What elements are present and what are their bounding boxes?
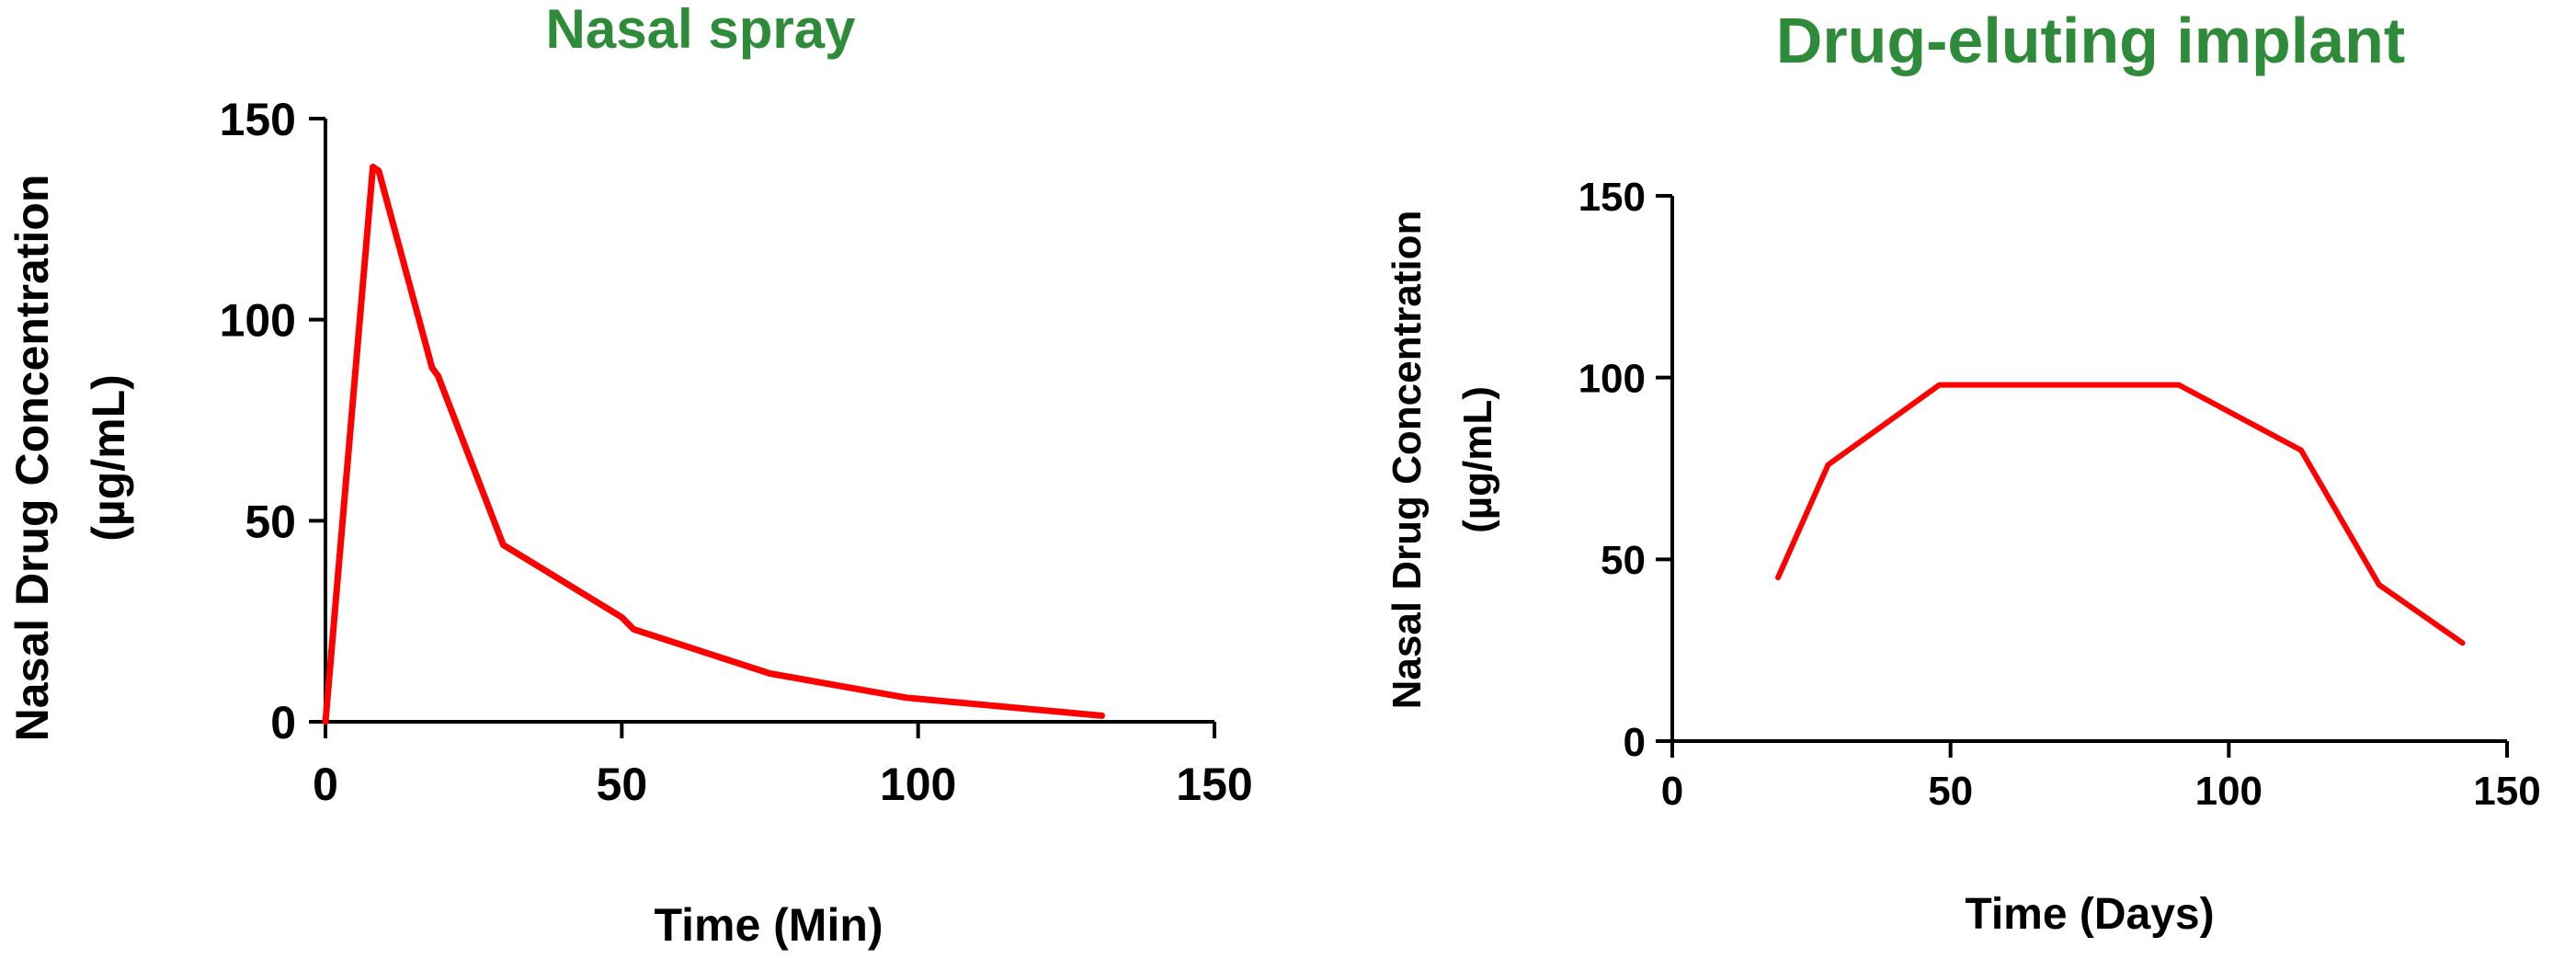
x-tick-label: 150 — [2473, 769, 2540, 814]
y-axis-label-line-2: (µg/mL) — [1455, 386, 1500, 533]
y-axis-label-line-1: Nasal Drug Concentration — [6, 175, 58, 742]
x-axis-label: Time (Min) — [654, 899, 883, 951]
y-tick-label: 50 — [1601, 538, 1646, 583]
y-axis-label: Nasal Drug Concentration (µg/mL) — [1385, 211, 1500, 710]
x-tick-label: 0 — [1661, 769, 1683, 814]
x-tick-label: 100 — [880, 759, 956, 810]
x-tick-label: 100 — [2195, 769, 2263, 814]
y-axis-label: Nasal Drug Concentration (µg/mL) — [6, 175, 134, 742]
chart-title: Drug-eluting implant — [1776, 5, 2405, 76]
x-axis-label: Time (Days) — [1965, 890, 2214, 939]
x-tick-label: 0 — [313, 759, 338, 810]
y-axis-label-line-1: Nasal Drug Concentration — [1385, 211, 1430, 710]
plot-area: 0 50 100 150 0 50 100 150 — [220, 94, 1253, 810]
y-tick-label: 150 — [1579, 175, 1646, 220]
series-line — [322, 164, 1105, 725]
chart-drug-eluting-implant: Drug-eluting implant Nasal Drug Concentr… — [1385, 5, 2541, 939]
y-tick-label: 150 — [220, 94, 296, 145]
y-axis-label-line-2: (µg/mL) — [83, 374, 134, 542]
y-tick-label: 0 — [270, 697, 296, 748]
y-tick-label: 0 — [1624, 720, 1646, 765]
chart-nasal-spray: Nasal spray Nasal Drug Concentration (µg… — [6, 0, 1253, 951]
y-tick-label: 100 — [1579, 357, 1646, 402]
x-tick-label: 150 — [1176, 759, 1252, 810]
chart-title: Nasal spray — [546, 0, 857, 60]
y-tick-label: 100 — [220, 295, 296, 347]
y-tick-label: 50 — [245, 496, 296, 547]
x-tick-label: 50 — [1928, 769, 1973, 814]
x-tick-label: 50 — [597, 759, 648, 810]
series-line — [1775, 382, 2466, 646]
plot-area: 0 50 100 150 0 50 100 150 — [1579, 175, 2541, 814]
